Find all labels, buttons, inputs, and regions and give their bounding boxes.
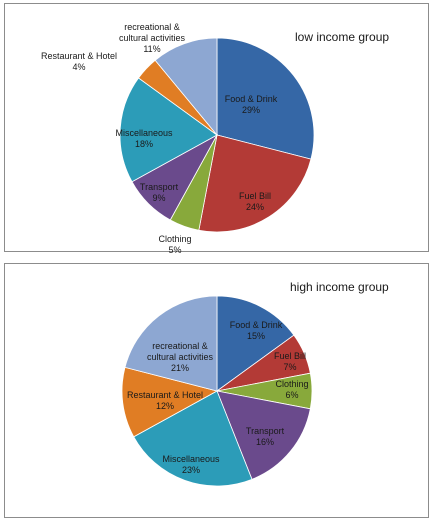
pie-slice-restaurant-hotel: [121, 366, 219, 438]
slice-label-recreational-cultural-activities: recreational & cultural activities 21%: [147, 341, 214, 373]
slice-label-transport: Transport 16%: [246, 426, 285, 447]
slice-label-clothing: Clothing 5%: [158, 234, 191, 255]
slice-label-food-drink: Food & Drink 29%: [225, 94, 278, 115]
chart-title: low income group: [295, 30, 389, 44]
chart-title: high income group: [290, 280, 389, 294]
pie-slice-miscellaneous: [133, 390, 253, 487]
pie-slice-transport: [216, 390, 311, 480]
slice-label-miscellaneous: Miscellaneous 23%: [162, 454, 220, 475]
slice-label-clothing: Clothing 6%: [275, 379, 308, 400]
slice-label-restaurant-hotel: Restaurant & Hotel 12%: [127, 390, 203, 411]
pie-slice-food-drink: [216, 295, 295, 392]
slice-label-fuel-bill: Fuel Bill 7%: [274, 351, 306, 372]
chart-panel-high-income: Food & Drink 15% Fuel Bill 7% Clothing 6% Tran…: [4, 263, 429, 518]
chart-panel-low-income: Food & Drink 29% Fuel Bill 24% Clothing 5% Tra…: [4, 3, 429, 255]
slice-label-fuel-bill: Fuel Bill 24%: [239, 191, 271, 212]
slice-label-miscellaneous: Miscellaneous 18%: [115, 128, 173, 149]
pie-slice-recreational-cultural-activities: [124, 295, 218, 392]
pie-chart-high-income: Food & Drink 15% Fuel Bill 7% Clothing 6% Tran…: [121, 280, 389, 487]
pie-slice-miscellaneous: [119, 77, 218, 183]
pie-slice-food-drink: [216, 37, 315, 160]
slice-label-recreational-cultural-activities: recreational & cultural activities 11%: [119, 22, 186, 54]
pie-slice-fuel-bill: [198, 134, 312, 233]
slice-label-food-drink: Food & Drink 15%: [230, 320, 283, 341]
pie-slice-recreational-cultural-activities: [154, 37, 218, 137]
slice-label-restaurant-hotel: Restaurant & Hotel 4%: [41, 51, 117, 72]
pie-chart-low-income: Food & Drink 29% Fuel Bill 24% Clothing 5% Tra…: [41, 22, 389, 255]
slice-label-transport: Transport 9%: [140, 182, 179, 203]
